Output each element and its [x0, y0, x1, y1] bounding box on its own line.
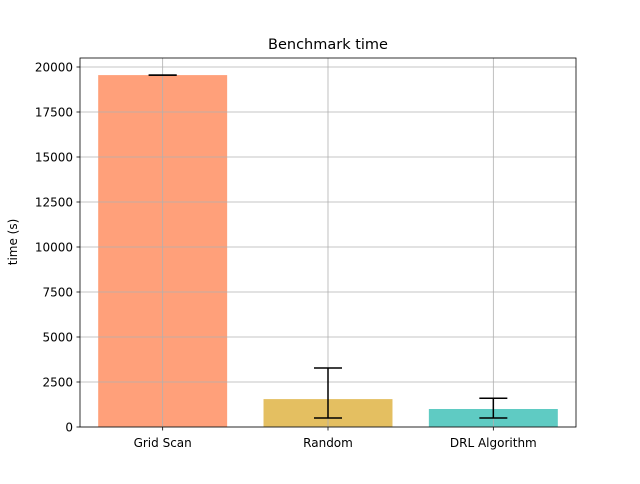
- y-tick-label: 10000: [35, 241, 73, 255]
- chart-title: Benchmark time: [268, 37, 388, 53]
- x-tick-label: DRL Algorithm: [450, 436, 537, 450]
- y-tick-label: 7500: [42, 286, 73, 300]
- y-axis-label: time (s): [6, 219, 20, 266]
- y-tick-label: 5000: [42, 331, 73, 345]
- y-tick-label: 12500: [35, 196, 73, 210]
- y-tick-label: 0: [65, 421, 73, 435]
- x-tick-label: Grid Scan: [134, 436, 192, 450]
- x-tick-label: Random: [303, 436, 353, 450]
- error-bars: [148, 74, 508, 419]
- grid-lines: [80, 58, 576, 428]
- y-tick-label: 17500: [35, 106, 73, 120]
- y-tick-label: 15000: [35, 151, 73, 165]
- tick-labels: 0 2500 5000 7500 10000 12500 15000 17500 20000 Gr…: [35, 61, 537, 451]
- y-tick-label: 20000: [35, 61, 73, 75]
- y-tick-label: 2500: [42, 376, 73, 390]
